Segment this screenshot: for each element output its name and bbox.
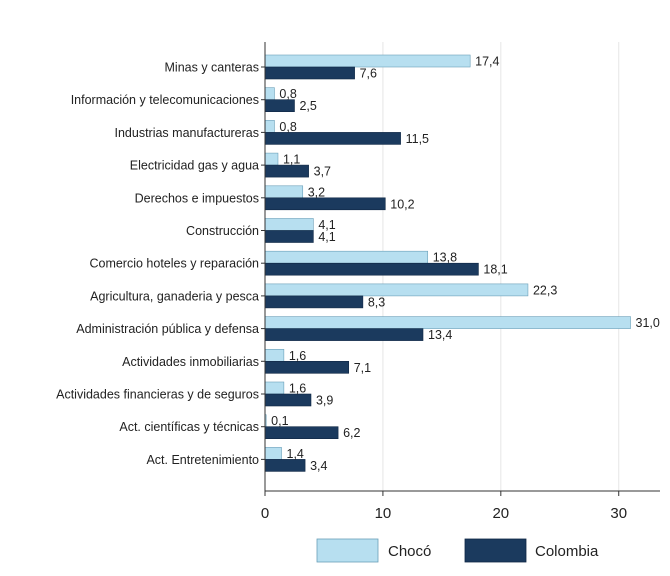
data-label: 3,7 — [314, 165, 331, 179]
data-label: 7,1 — [354, 361, 371, 375]
data-label: 7,6 — [360, 67, 377, 81]
data-label: 10,2 — [390, 197, 414, 211]
category-label: Electricidad gas y agua — [130, 159, 259, 173]
data-label: 2,5 — [299, 99, 316, 113]
bar-colombia-4 — [264, 197, 386, 211]
data-label: 0,1 — [271, 414, 288, 428]
category-label: Información y telecomunicaciones — [71, 93, 259, 107]
bar-colombia-0 — [264, 66, 355, 80]
data-label: 1,6 — [289, 382, 306, 396]
x-tick-label: 30 — [610, 505, 627, 522]
data-label: 3,9 — [316, 394, 333, 408]
data-label: 13,8 — [433, 251, 457, 265]
data-label: 3,2 — [308, 185, 325, 199]
data-label: 17,4 — [475, 55, 499, 69]
bar-colombia-3 — [264, 164, 309, 178]
data-label: 4,1 — [318, 230, 335, 244]
legend: Chocó Colombia — [316, 538, 599, 563]
bar-colombia-7 — [264, 295, 364, 309]
data-label: 3,4 — [310, 459, 327, 473]
x-tick-label: 10 — [375, 505, 392, 522]
bar-colombia-6 — [264, 262, 479, 276]
data-label: 18,1 — [483, 263, 507, 277]
bar-choco-3 — [264, 152, 279, 166]
data-label: 11,5 — [406, 132, 429, 146]
bar-colombia-12 — [264, 459, 306, 472]
data-label: 22,3 — [533, 283, 557, 297]
data-label: 0,8 — [279, 120, 296, 134]
x-tick-label: 0 — [261, 505, 269, 522]
bar-colombia-1 — [264, 99, 295, 112]
legend-swatch-choco — [316, 538, 379, 563]
data-label: 0,8 — [279, 87, 296, 101]
category-label: Actividades financieras y de seguros — [56, 388, 259, 402]
legend-label: Chocó — [388, 543, 431, 560]
bars — [264, 54, 631, 472]
bar-choco-6 — [264, 250, 429, 264]
category-label: Actividades inmobiliarias — [122, 355, 259, 369]
axes — [261, 42, 660, 496]
category-label: Derechos e impuestos — [135, 191, 259, 205]
bar-choco-9 — [264, 348, 285, 362]
bar-colombia-8 — [264, 328, 424, 341]
data-label: 13,4 — [428, 328, 452, 342]
x-tick-label: 20 — [492, 505, 509, 522]
bar-colombia-11 — [264, 426, 339, 440]
bar-colombia-10 — [264, 393, 312, 407]
bar-choco-8 — [264, 316, 631, 329]
data-label: 1,6 — [289, 349, 306, 363]
category-label: Minas y canteras — [165, 61, 259, 75]
data-label: 31,0 — [636, 316, 660, 330]
data-label: 1,1 — [283, 153, 300, 167]
bar-choco-12 — [264, 447, 282, 460]
category-label: Construcción — [186, 224, 259, 238]
bar-choco-7 — [264, 283, 529, 297]
category-label: Comercio hoteles y reparación — [89, 257, 259, 271]
data-label: 8,3 — [368, 295, 385, 309]
labels: Minas y canteras 17,4 7,6 Información y tel… — [56, 55, 660, 523]
bar-choco-1 — [264, 87, 275, 100]
data-label: 1,4 — [287, 447, 304, 461]
bar-choco-0 — [264, 54, 471, 68]
bar-choco-2 — [264, 120, 275, 133]
legend-swatch-colombia — [464, 538, 527, 563]
category-label: Agricultura, ganaderia y pesca — [90, 289, 259, 303]
bar-colombia-5 — [264, 230, 314, 243]
category-label: Administración pública y defensa — [76, 322, 259, 336]
category-label: Industrias manufactureras — [114, 126, 259, 140]
data-label: 4,1 — [318, 218, 335, 232]
legend-label: Colombia — [535, 543, 599, 560]
bar-choco-10 — [264, 381, 285, 395]
bar-choco-4 — [264, 185, 304, 199]
bar-choco-5 — [264, 218, 314, 231]
bar-colombia-2 — [264, 132, 401, 145]
category-label: Act. científicas y técnicas — [119, 420, 259, 434]
bar-colombia-9 — [264, 360, 350, 374]
category-label: Act. Entretenimiento — [146, 453, 259, 467]
data-label: 6,2 — [343, 426, 360, 440]
